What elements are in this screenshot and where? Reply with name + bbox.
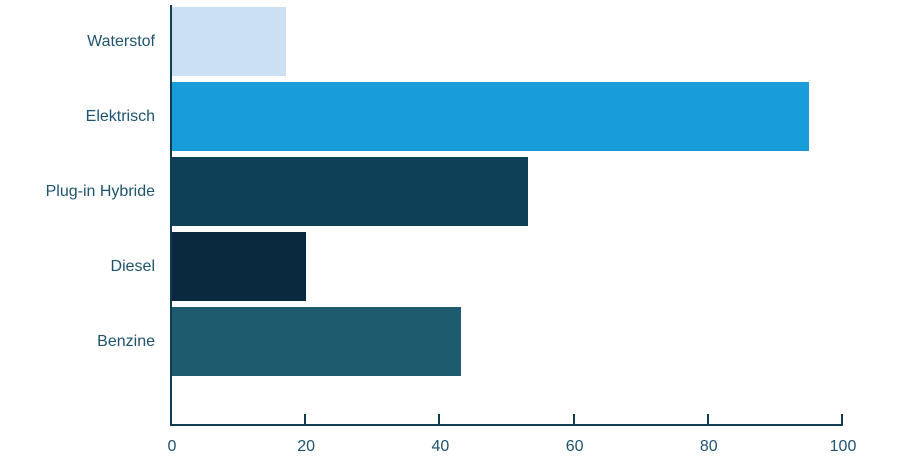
category-label-waterstof: Waterstof	[87, 32, 155, 50]
x-tick-40	[438, 414, 441, 424]
plot-area	[170, 5, 843, 426]
category-label-diesel: Diesel	[110, 257, 155, 275]
category-label-elektrisch: Elektrisch	[85, 107, 155, 125]
bar-plug-in-hybride	[172, 157, 528, 226]
category-label-plug-in-hybride: Plug-in Hybride	[45, 182, 155, 200]
x-tick-label-80: 80	[699, 438, 718, 455]
x-tick-label-40: 40	[431, 438, 450, 455]
bar-waterstof	[172, 7, 287, 76]
x-tick-60	[572, 414, 575, 424]
x-tick-label-60: 60	[565, 438, 584, 455]
category-label-benzine: Benzine	[97, 332, 155, 350]
bar-diesel	[172, 232, 307, 301]
x-tick-80	[706, 414, 709, 424]
x-tick-20	[304, 414, 307, 424]
x-tick-label-20: 20	[297, 438, 316, 455]
bar-elektrisch	[172, 82, 810, 151]
x-tick-label-100: 100	[829, 438, 857, 455]
x-tick-100	[841, 414, 843, 424]
x-tick-label-0: 0	[167, 438, 177, 455]
bar-benzine	[172, 307, 461, 376]
